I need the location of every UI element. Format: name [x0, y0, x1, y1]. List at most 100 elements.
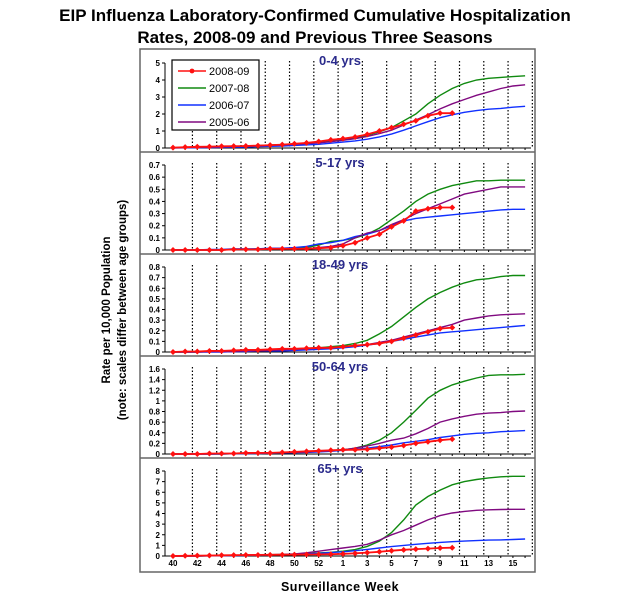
data-point — [303, 245, 310, 252]
data-point — [424, 545, 431, 552]
data-point — [230, 552, 237, 559]
y-axis-label-line-2: (note: scales differ between age groups) — [117, 200, 129, 421]
data-point — [352, 446, 359, 453]
data-point — [388, 338, 395, 345]
data-point — [230, 246, 237, 253]
x-tick-label: 9 — [438, 559, 443, 568]
data-point — [194, 552, 201, 559]
data-point — [303, 551, 310, 558]
data-point — [437, 545, 444, 552]
data-point — [182, 348, 189, 355]
data-point — [339, 242, 346, 249]
data-point — [303, 448, 310, 455]
y-tick-label: 4 — [156, 510, 161, 519]
y-tick-label: 0.4 — [149, 429, 161, 438]
data-point — [315, 551, 322, 558]
y-tick-label: 7 — [156, 478, 161, 487]
data-point — [182, 552, 189, 559]
y-tick-label: 0.8 — [149, 408, 161, 417]
series-line-2007-08 — [173, 475, 526, 557]
x-tick-label: 42 — [193, 559, 202, 568]
data-point — [449, 436, 456, 443]
data-point — [352, 550, 359, 557]
y-tick-label: 0.1 — [149, 337, 161, 346]
series-2008-09 — [170, 324, 456, 355]
data-point — [449, 110, 456, 117]
data-point — [254, 246, 261, 253]
data-point — [339, 135, 346, 142]
x-axis-label: Surveillance Week — [281, 580, 399, 594]
data-point — [315, 344, 322, 351]
data-point — [339, 550, 346, 557]
data-point — [437, 204, 444, 211]
y-tick-label: 6 — [156, 488, 161, 497]
data-point — [218, 450, 225, 457]
y-tick-label: 0 — [156, 246, 161, 255]
data-point — [339, 446, 346, 453]
y-tick-label: 0.7 — [149, 274, 161, 283]
y-tick-label: 3 — [156, 520, 161, 529]
data-point — [400, 121, 407, 128]
data-point — [376, 128, 383, 134]
data-point — [400, 335, 407, 342]
data-point — [388, 444, 395, 451]
data-point — [400, 546, 407, 553]
data-point — [182, 451, 189, 457]
data-point — [242, 246, 249, 253]
y-tick-label: 0 — [156, 552, 161, 561]
series-2007-08 — [173, 274, 526, 353]
data-point — [412, 440, 419, 447]
data-point — [388, 124, 395, 131]
data-point — [230, 450, 237, 457]
x-tick-label: 11 — [460, 559, 469, 568]
x-tick-label: 40 — [169, 559, 178, 568]
data-point — [218, 552, 225, 559]
y-tick-label: 0.5 — [149, 295, 161, 304]
data-point — [279, 551, 286, 558]
data-point — [267, 346, 274, 353]
x-tick-label: 44 — [217, 559, 226, 568]
panel-0-4-yrs: 0 1 2 3 4 5 0-4 yrs 2008-09 2007-08 2006-07 2005-0… — [156, 53, 533, 153]
y-tick-label: 0.4 — [149, 306, 161, 315]
data-point — [170, 144, 176, 151]
data-point — [388, 223, 395, 230]
data-point — [449, 204, 456, 211]
series-2005-06 — [173, 410, 526, 455]
panel-title: 5-17 yrs — [315, 155, 364, 170]
data-point — [267, 551, 274, 558]
data-point — [242, 346, 249, 353]
series-2006-07 — [173, 324, 526, 353]
y-tick-label: 1 — [156, 397, 161, 406]
data-point — [400, 442, 407, 449]
panel-title: 18-49 yrs — [312, 257, 368, 272]
data-point — [170, 247, 176, 253]
data-point — [327, 244, 334, 251]
data-point — [230, 143, 237, 150]
legend-label: 2006-07 — [209, 100, 249, 112]
y-tick-label: 1 — [156, 541, 161, 550]
data-point — [412, 208, 419, 215]
series-line-2006-07 — [173, 324, 526, 353]
data-point — [194, 451, 201, 457]
series-2008-09 — [170, 204, 456, 253]
data-point — [267, 245, 274, 252]
y-tick-label: 0.5 — [149, 185, 161, 194]
series-line-2005-06 — [173, 508, 526, 557]
data-point — [218, 347, 225, 354]
data-point — [449, 324, 456, 331]
data-point — [437, 437, 444, 444]
data-point — [230, 347, 237, 354]
y-tick-label: 8 — [156, 467, 161, 476]
y-tick-label: 1.2 — [149, 386, 161, 395]
legend: 2008-09 2007-08 2006-07 2005-06 — [171, 59, 260, 131]
x-tick-label: 3 — [365, 559, 370, 568]
data-point — [206, 143, 213, 150]
y-tick-label: 3 — [156, 93, 161, 102]
y-tick-label: 0 — [156, 450, 161, 459]
series-line-2005-06 — [173, 186, 526, 251]
data-point — [376, 548, 383, 555]
data-point — [352, 239, 359, 246]
data-point — [376, 445, 383, 452]
data-point — [412, 546, 419, 553]
data-point — [254, 551, 261, 558]
